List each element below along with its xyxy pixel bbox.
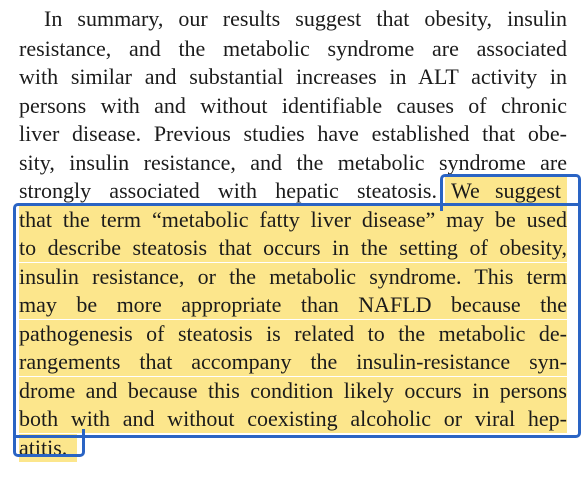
highlighted-line-4: may be more appropriate than NAFLD becau… [19, 291, 567, 319]
paragraph-line-3: with similar and substantial increases i… [19, 64, 567, 89]
paragraph-line-1: In summary, our results suggest that obe… [44, 6, 567, 31]
paragraph-line-7: strongly associated with hepatic steatos… [19, 177, 567, 205]
paragraph-line-5: liver disease. Previous studies have est… [19, 121, 567, 146]
paragraph-line-2: resistance, and the metabolic syndrome a… [19, 36, 567, 61]
highlighted-line-1: that the term “metabolic fatty liver dis… [19, 206, 567, 234]
highlighted-line-2: to describe steatosis that occurs in the… [19, 234, 567, 262]
highlighted-line-6: rangements that accompany the insulin-re… [19, 348, 567, 376]
paragraph-line-4: persons with and without identifiable ca… [19, 93, 567, 118]
highlighted-line-9: atitis. [19, 434, 77, 462]
highlight-start-text: We suggest [445, 177, 567, 205]
highlighted-line-8: both with and without coexisting alcohol… [19, 405, 567, 433]
highlighted-line-5: pathogenesis of steatosis is related to … [19, 320, 567, 348]
paragraph-line-6: sity, insulin resistance, and the metabo… [19, 150, 567, 175]
highlighted-line-3: insulin resistance, or the metabolic syn… [19, 263, 567, 291]
highlighted-line-7: drome and because this condition likely … [19, 377, 567, 405]
line-7-plain-text: strongly associated with hepatic steatos… [19, 178, 437, 203]
